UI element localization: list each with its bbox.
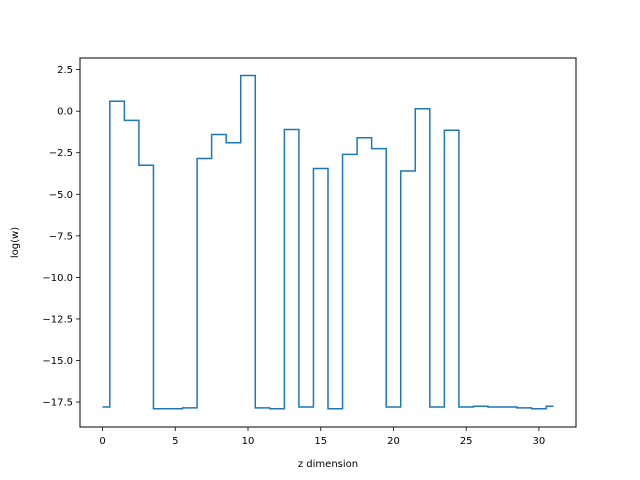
- x-tick-label: 5: [172, 436, 178, 447]
- x-tick-label: 0: [99, 436, 105, 447]
- x-tick-label: 20: [387, 436, 400, 447]
- y-axis-ticks: 2.5 0.0 −2.5 −5.0 −7.5 −10.0 −12.5 −15.0 −17.5: [42, 65, 80, 409]
- x-axis-ticks: 0 5 10 15 20 25 30: [99, 427, 545, 447]
- x-tick-label: 15: [314, 436, 327, 447]
- y-tick-label: −2.5: [49, 148, 73, 159]
- x-tick-label: 10: [242, 436, 255, 447]
- y-axis-label: log(w): [10, 227, 21, 258]
- y-tick-label: 0.0: [57, 107, 73, 118]
- y-tick-label: −12.5: [42, 314, 73, 325]
- series-layer: [102, 74, 554, 410]
- series-line-0: [102, 74, 554, 410]
- y-tick-label: −5.0: [49, 190, 73, 201]
- y-tick-label: −15.0: [42, 356, 73, 367]
- y-tick-label: −17.5: [42, 398, 73, 409]
- x-tick-label: 30: [533, 436, 546, 447]
- plot-frame: [79, 57, 577, 428]
- x-axis-label: z dimension: [298, 459, 358, 470]
- y-tick-label: −10.0: [42, 273, 73, 284]
- x-tick-label: 25: [460, 436, 473, 447]
- y-tick-label: 2.5: [57, 65, 73, 76]
- y-tick-label: −7.5: [49, 231, 73, 242]
